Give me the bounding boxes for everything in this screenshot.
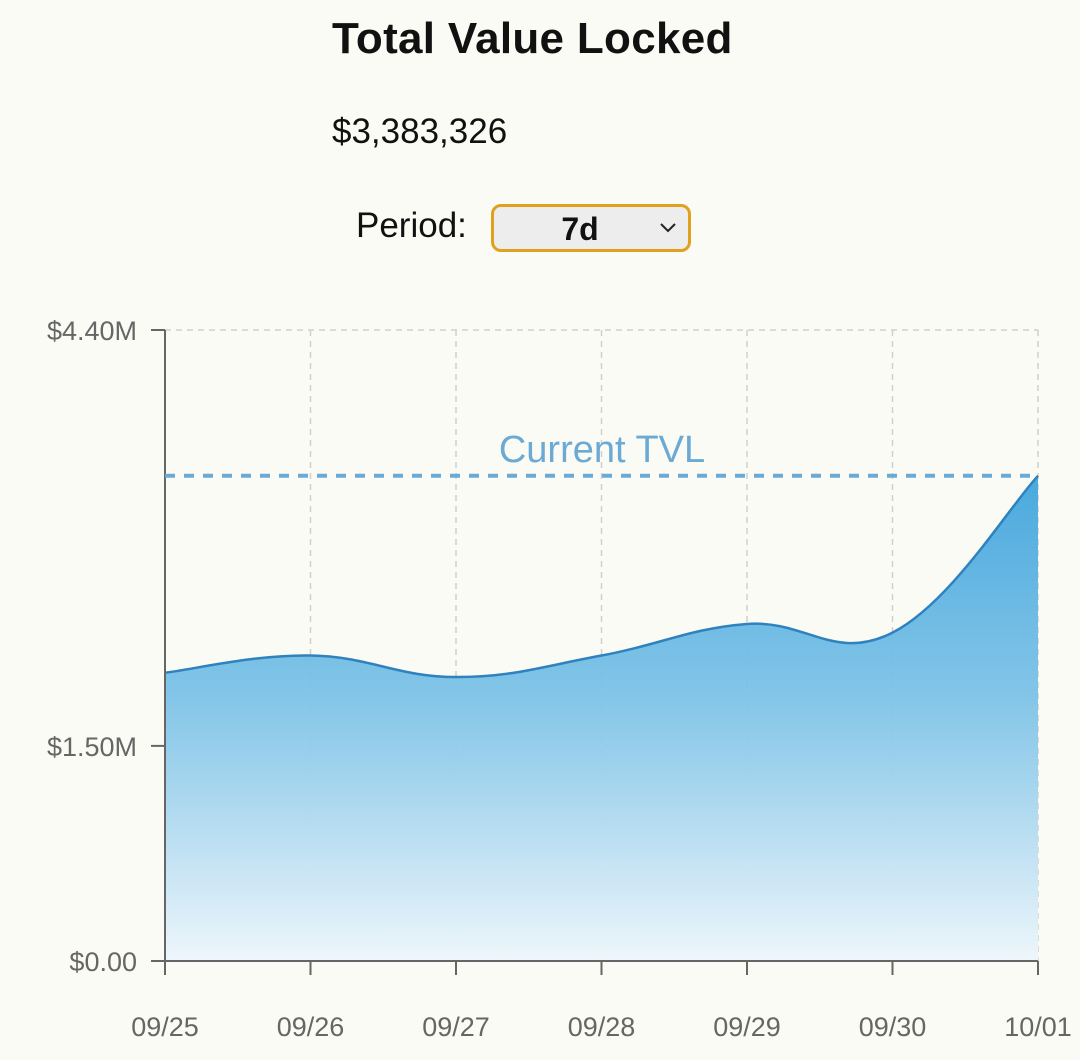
x-tick-label: 09/27 bbox=[422, 1012, 490, 1042]
tvl-series-line bbox=[164, 474, 1039, 679]
x-tick-label: 09/26 bbox=[277, 1012, 345, 1042]
x-tick-label: 09/29 bbox=[713, 1012, 781, 1042]
x-tick-label: 10/01 bbox=[1004, 1012, 1072, 1042]
y-tick-label: $4.40M bbox=[47, 316, 137, 346]
y-tick-label: $0.00 bbox=[69, 947, 137, 977]
tvl-value: $3,383,326 bbox=[332, 112, 508, 151]
period-selected-value: 7d bbox=[561, 211, 599, 247]
chevron-down-icon bbox=[660, 223, 676, 233]
x-tick-label: 09/28 bbox=[568, 1012, 636, 1042]
y-tick-label: $1.50M bbox=[47, 732, 137, 762]
x-tick-label: 09/30 bbox=[859, 1012, 927, 1042]
period-label: Period: bbox=[356, 206, 467, 245]
x-tick-label: 09/25 bbox=[131, 1012, 199, 1042]
tvl-area-fill bbox=[165, 475, 1038, 961]
current-tvl-label: Current TVL bbox=[499, 429, 705, 471]
period-dropdown[interactable]: 7d bbox=[491, 204, 691, 252]
chart-title: Total Value Locked bbox=[332, 14, 733, 63]
